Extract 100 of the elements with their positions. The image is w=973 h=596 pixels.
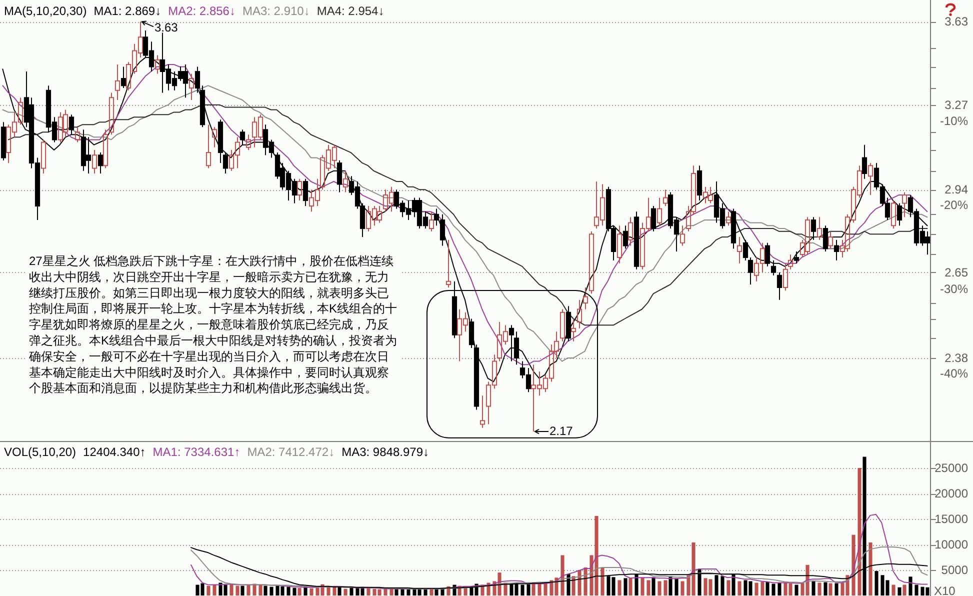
- text: MA1: 2.869↓: [94, 4, 162, 18]
- candlestick: [342, 170, 348, 193]
- bar: [618, 580, 622, 596]
- bar: [766, 582, 770, 596]
- candlestick: [634, 211, 640, 270]
- bar: [560, 555, 564, 596]
- candlestick: [92, 149, 98, 174]
- candlestick: [188, 73, 194, 100]
- candlestick: [74, 126, 80, 143]
- candlestick: [810, 216, 816, 240]
- bar: [584, 567, 588, 596]
- bar: [908, 576, 912, 596]
- candlestick: [218, 119, 224, 164]
- candlestick: [428, 211, 434, 232]
- candlestick: [628, 216, 634, 246]
- text: MA4: 2.954↓: [316, 4, 384, 18]
- y2-tick-label: -20%: [940, 198, 968, 212]
- candlestick: [206, 124, 212, 169]
- candlestick: [816, 216, 822, 240]
- candlestick: [40, 139, 46, 174]
- annotation: 3.63: [154, 20, 178, 35]
- candlestick: [108, 92, 114, 136]
- y2-tick-label: -10%: [940, 114, 968, 128]
- y-tick-label: 15000: [934, 512, 968, 526]
- bar: [240, 586, 244, 596]
- legend-title: VOL(5,10,20): [4, 445, 76, 459]
- bar: [726, 580, 730, 596]
- candlestick: [890, 200, 896, 229]
- candlestick: [302, 178, 308, 207]
- text: MA1: 7334.631↑: [152, 445, 240, 459]
- text: MA3: 9848.979↓: [342, 445, 429, 459]
- candlestick: [730, 208, 736, 250]
- bar: [812, 581, 816, 596]
- candlestick: [656, 197, 662, 226]
- y2-tick-label: -30%: [940, 282, 968, 296]
- candlestick: [566, 306, 572, 342]
- candlestick: [782, 262, 788, 292]
- annotation: 2.17: [550, 424, 574, 438]
- bar: [914, 584, 918, 596]
- candlestick: [514, 331, 520, 366]
- y-axis-title: X10: [934, 584, 956, 596]
- text: MA3: 2.910↓: [242, 4, 310, 18]
- bar: [738, 581, 742, 596]
- y-tick-label: 10000: [934, 538, 968, 552]
- y-tick-label: 2.38: [944, 350, 968, 365]
- bar: [824, 582, 828, 596]
- bar: [628, 578, 632, 596]
- text: MA2: 7412.472↓: [247, 445, 335, 459]
- y-tick-label: 2.65: [944, 265, 968, 280]
- y-tick-label: 25000: [934, 461, 968, 475]
- bar: [286, 586, 290, 596]
- candlestick: [154, 54, 160, 74]
- candlestick: [582, 287, 588, 310]
- bar: [344, 588, 348, 596]
- candlestick: [480, 395, 486, 428]
- candlestick: [828, 230, 834, 250]
- candlestick: [588, 230, 594, 294]
- candlestick: [120, 66, 126, 88]
- bar: [212, 584, 216, 596]
- bar: [640, 578, 644, 596]
- bar: [858, 468, 862, 596]
- bar: [874, 571, 878, 596]
- bar: [674, 578, 678, 596]
- bar: [538, 584, 542, 596]
- candlestick: [222, 152, 228, 174]
- candlestick: [834, 239, 840, 261]
- candlestick: [736, 236, 742, 264]
- candlestick: [862, 144, 868, 180]
- bar: [298, 588, 302, 596]
- candlestick: [770, 260, 776, 276]
- candlestick: [696, 165, 702, 202]
- y-tick-label: 5000: [941, 563, 968, 577]
- y-tick-label: 20000: [934, 486, 968, 500]
- candlestick: [560, 308, 566, 342]
- y2-tick-label: -40%: [940, 366, 968, 380]
- bar: [464, 587, 468, 596]
- candlestick: [212, 126, 218, 148]
- bar: [258, 584, 262, 596]
- annotation: 12404.340↑: [83, 445, 146, 459]
- bar: [246, 584, 250, 596]
- candlestick: [902, 192, 908, 218]
- candlestick: [788, 254, 794, 270]
- bar: [600, 567, 604, 596]
- candlestick: [0, 122, 6, 161]
- bar: [236, 586, 240, 596]
- y-tick-label: 3.63: [944, 14, 968, 29]
- candlestick: [794, 251, 800, 264]
- bar: [332, 586, 336, 596]
- bar: [778, 582, 782, 596]
- candlestick: [446, 239, 452, 288]
- candlestick: [868, 162, 874, 196]
- y-tick-label: 2.94: [944, 182, 968, 197]
- candlestick: [742, 239, 748, 261]
- text: MA2: 2.856↓: [168, 4, 236, 18]
- bar: [310, 588, 314, 596]
- bar: [834, 583, 838, 596]
- candlestick: [822, 225, 828, 252]
- candlestick: [680, 225, 686, 246]
- text: 27星星之火 低档急跌后下跳十字星：在大跌行情中，股价在低档连续收出大中阴线，次日跳空开出十字星，一般暗示卖方已在犹豫，无力继续打压股价。如第三日即出现一根力度较大的阳线，就表明多头已控制住局面，即将展开一轮上攻。十字星本为转折线，本K线组合的十字星犹如即将燎原的星星之火，一般意味着股价筑底已经完成，乃反弹之征兆。本K线组合中最后一根大中阳线是对转势的确认，投资者为确保安全，一般可不必在十字星出现的当日介入，而可以考虑在次日基本确定能走出大中阳线时及时介入。具体操作中，要同时认真观察个股基本面和消息面，以提防某些主力和机构借此形态骗线出货。: [29, 254, 398, 396]
- candlestick: [776, 272, 782, 300]
